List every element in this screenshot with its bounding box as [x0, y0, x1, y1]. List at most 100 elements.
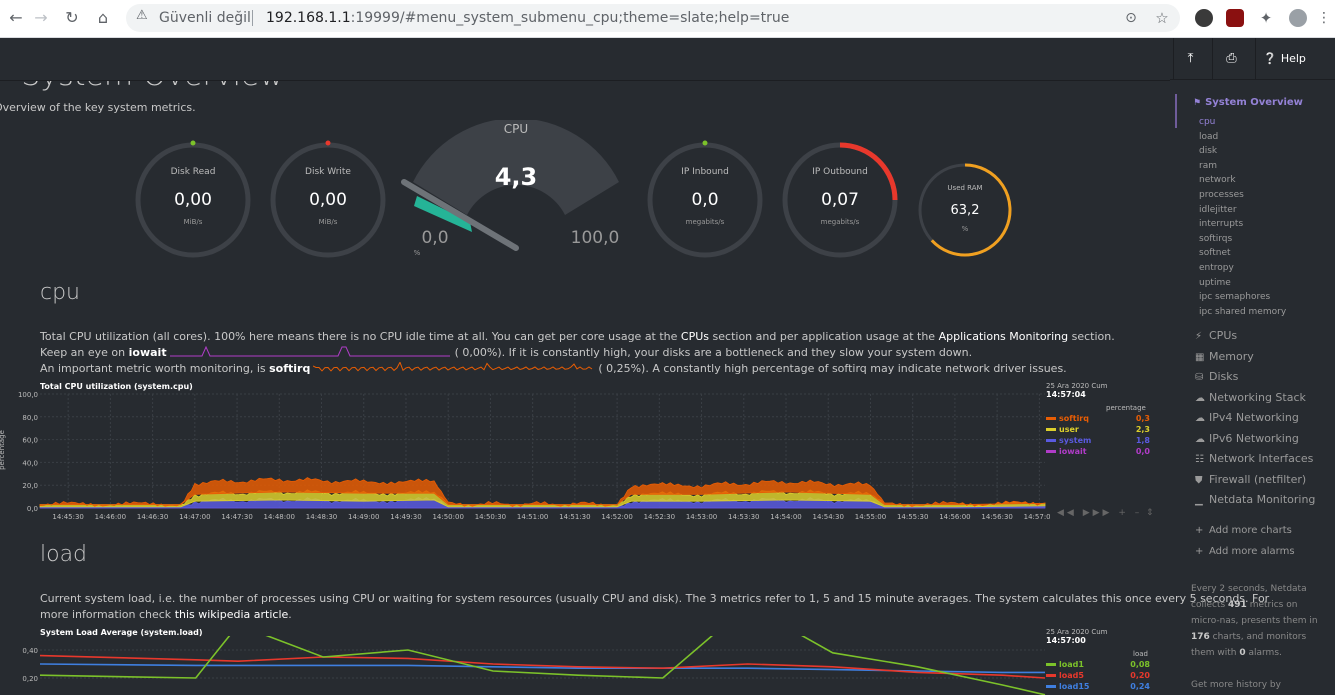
disk-read-unit: MiB/s: [183, 218, 203, 226]
zoom-out-icon[interactable]: –: [1134, 508, 1143, 518]
sidebar-subitem-processes[interactable]: processes: [1199, 190, 1244, 200]
back-icon[interactable]: ←: [9, 8, 23, 27]
sidebar-subitem-network[interactable]: network: [1199, 175, 1236, 186]
sidebar-subitem-cpu[interactable]: cpu: [1199, 117, 1216, 127]
cpu-x-tick: 14:53:30: [728, 513, 759, 521]
add-more-charts[interactable]: + Add more charts: [1195, 525, 1292, 536]
sidebar-section-memory[interactable]: ▦ Memory: [1195, 350, 1254, 363]
sidebar-section-disks[interactable]: ⛁ Disks: [1195, 370, 1238, 383]
wikipedia-link[interactable]: this wikipedia article: [174, 608, 289, 621]
cpu-y-tick: 100,0: [18, 391, 38, 399]
legend-value: 0,20: [1130, 671, 1150, 680]
sidebar-section-label: Disks: [1209, 370, 1239, 383]
ip-outbound-value: 0,07: [821, 190, 859, 210]
cpu-legend-user[interactable]: user 2,3: [1046, 424, 1150, 435]
sidebar-subitem-interrupts[interactable]: interrupts: [1199, 219, 1244, 230]
profile-avatar[interactable]: [1289, 9, 1307, 27]
extension-icon-1[interactable]: [1195, 9, 1213, 27]
ip-inbound-unit: megabits/s: [685, 218, 725, 226]
sidebar-subitem-softnet[interactable]: softnet: [1199, 248, 1231, 259]
ublock-icon[interactable]: [1226, 9, 1244, 27]
sidebar-subitem-softirqs[interactable]: softirqs: [1199, 233, 1233, 244]
navbar-overlay: [0, 38, 1335, 80]
security-label[interactable]: Güvenli değil: [159, 10, 251, 26]
sidebar-section-label: Networking Stack: [1209, 390, 1306, 404]
sidebar-section-network-interfaces[interactable]: ☷ Network Interfaces: [1195, 452, 1313, 465]
used-ram-gauge[interactable]: [918, 163, 1012, 257]
browser-toolbar: ← → ↻ ⌂ ⚠ Güvenli değil 192.168.1.1:1999…: [0, 0, 1335, 38]
zoom-icon[interactable]: ⊙: [1125, 10, 1137, 26]
sidebar-section-netdata-monitoring[interactable]: ▁ Netdata Monitoring: [1195, 493, 1315, 506]
sidebar-subitem-uptime[interactable]: uptime: [1199, 277, 1231, 288]
ip-outbound-unit: megabits/s: [820, 218, 860, 226]
plus-icon: +: [1195, 525, 1204, 536]
sidebar-section-firewall-netfilter-[interactable]: ⛊ Firewall (netfilter): [1195, 473, 1306, 486]
cpu-series-softirq: [39, 477, 1046, 507]
bookmark-star-icon[interactable]: ☆: [1155, 9, 1169, 27]
reset-icon[interactable]: ▶: [1082, 508, 1093, 518]
ip-inbound-gauge[interactable]: [647, 140, 763, 258]
load-series-load15: [39, 663, 1045, 674]
legend-name: softirq: [1059, 414, 1089, 423]
cpu-legend-system[interactable]: system 1,8: [1046, 435, 1150, 446]
load-legend-load1[interactable]: load1 0,08: [1046, 659, 1150, 670]
cpu-gauge[interactable]: [401, 120, 619, 251]
url-text[interactable]: 192.168.1.1:19999/#menu_system_submenu_c…: [266, 10, 789, 26]
disk-read-label: Disk Read: [170, 167, 216, 177]
memory-icon: ▦: [1195, 351, 1205, 363]
cpus-link[interactable]: CPUs: [680, 330, 710, 343]
cpu-legend-iowait[interactable]: iowait 0,0: [1046, 446, 1150, 457]
cpu-description: Total CPU utilization (all cores). 100% …: [40, 330, 1115, 343]
sidebar-section-networking-stack[interactable]: ☁ Networking Stack: [1195, 391, 1306, 404]
forward-icon[interactable]: →: [34, 8, 48, 27]
zoom-in-icon[interactable]: +: [1118, 508, 1129, 518]
resize-handle-icon[interactable]: ⇕: [1146, 508, 1154, 518]
sidebar-subitem-disk[interactable]: disk: [1199, 146, 1218, 157]
home-icon[interactable]: ⌂: [97, 8, 109, 27]
sidebar-subitem-idlejitter[interactable]: idlejitter: [1199, 204, 1237, 215]
disk-write-gauge[interactable]: [270, 140, 386, 258]
load-series-load5: [39, 654, 1046, 679]
load-section-title: load: [40, 542, 88, 567]
print-button[interactable]: ⎙: [1212, 38, 1250, 79]
legend-swatch: [1046, 417, 1056, 420]
ip-outbound-gauge[interactable]: [782, 142, 898, 258]
load-legend-load5[interactable]: load5 0,20: [1046, 670, 1150, 681]
chart-toolbar[interactable]: ◀◀ ▶▶▶ + –: [1057, 508, 1142, 518]
sidebar-subitem-ipc-shared-memory[interactable]: ipc shared memory: [1199, 306, 1287, 317]
cpu-chart[interactable]: 0,0 20,0 40,0 60,0 80,0 100,0 14:45:30 14:46:00…: [0, 390, 1050, 525]
sidebar-subitem-load[interactable]: load: [1199, 131, 1219, 142]
add-more-alarms[interactable]: + Add more alarms: [1195, 546, 1295, 557]
load-chart-title: System Load Average (system.load): [40, 628, 203, 637]
sidebar-section-cpus[interactable]: ⚡ CPUs: [1195, 329, 1237, 342]
sidebar-subitem-entropy[interactable]: entropy: [1199, 263, 1234, 273]
cpu-gauge-unit: %: [413, 249, 421, 257]
help-button[interactable]: ❔ Help: [1255, 38, 1313, 79]
pan-left-icon[interactable]: ◀◀: [1057, 508, 1077, 518]
cpu-x-tick: 14:46:00: [95, 513, 126, 521]
sidebar-section-ipv6-networking[interactable]: ☁ IPv6 Networking: [1195, 432, 1299, 445]
disk-read-gauge[interactable]: [135, 140, 251, 258]
extensions-puzzle-icon[interactable]: ✦: [1259, 9, 1273, 27]
legend-name: user: [1059, 425, 1079, 434]
sitemap-icon: ☷: [1195, 454, 1204, 465]
load-chart[interactable]: 0,20 0,40: [0, 636, 1050, 695]
browser-menu-icon[interactable]: ⋮: [1317, 10, 1331, 26]
upload-button[interactable]: ⤒: [1173, 38, 1207, 79]
disk-write-label: Disk Write: [305, 167, 351, 177]
load-description: Current system load, i.e. the number of …: [40, 592, 1270, 605]
ip-inbound-indicator: [702, 140, 708, 146]
sidebar-subitem-ram[interactable]: ram: [1199, 160, 1217, 171]
sidebar-section-ipv4-networking[interactable]: ☁ IPv4 Networking: [1195, 411, 1299, 424]
load-legend-units: load: [1133, 650, 1148, 658]
pan-right-icon[interactable]: ▶▶: [1092, 508, 1113, 518]
reload-icon[interactable]: ↻: [65, 8, 79, 27]
sidebar-active-item[interactable]: ⚑ System Overview: [1193, 97, 1303, 108]
sidebar-section-label: Network Interfaces: [1209, 452, 1314, 465]
cpu-legend-softirq[interactable]: softirq 0,3: [1046, 413, 1150, 424]
applications-monitoring-link[interactable]: Applications Monitoring: [938, 330, 1069, 343]
address-bar[interactable]: ⚠ Güvenli değil 192.168.1.1:19999/#menu_…: [126, 4, 1180, 32]
sidebar-subitem-ipc-semaphores[interactable]: ipc semaphores: [1199, 292, 1271, 303]
divider: [252, 10, 253, 26]
load-legend-load15[interactable]: load15 0,24: [1046, 681, 1150, 692]
